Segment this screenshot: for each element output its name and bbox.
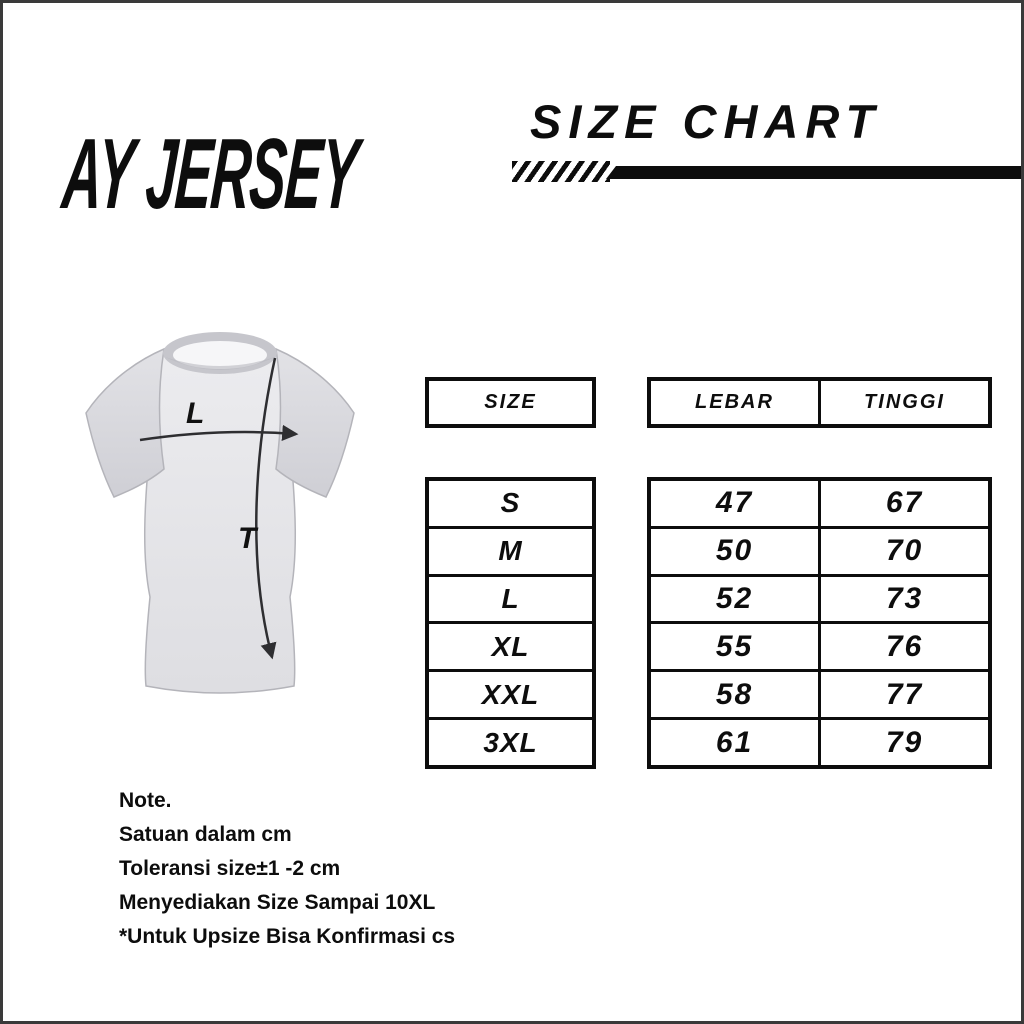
lebar-value: 55 xyxy=(651,624,821,670)
stripe-hatch-decoration xyxy=(512,161,610,182)
size-cell-xl: XL xyxy=(429,624,592,673)
notes-block: Note. Satuan dalam cm Toleransi size±1 -… xyxy=(119,784,455,954)
column-header-size: SIZE xyxy=(484,391,537,413)
size-cell-l: L xyxy=(429,577,592,625)
table-row: 61 79 xyxy=(651,720,988,765)
size-cell-3xl: 3XL xyxy=(483,726,538,758)
note-line-units: Satuan dalam cm xyxy=(119,823,292,846)
table-header-size: SIZE xyxy=(425,377,596,428)
tinggi-value: 77 xyxy=(885,677,924,711)
note-line-tolerance: Toleransi size±1 -2 cm xyxy=(119,857,341,880)
shirt-torso xyxy=(143,341,297,694)
column-header-tinggi: TINGGI xyxy=(864,391,945,413)
table-header-measurements: LEBAR TINGGI xyxy=(647,377,992,428)
note-line-max-size: Menyediakan Size Sampai 10XL xyxy=(119,891,436,914)
size-cell-s: S xyxy=(429,481,592,529)
tinggi-value: 79 xyxy=(885,725,924,759)
lebar-value: 47 xyxy=(651,481,821,526)
shirt-right-sleeve xyxy=(275,347,355,498)
brand-name-text: AY JERSEY xyxy=(59,118,361,230)
note-line-upsize: *Untuk Upsize Bisa Konfirmasi cs xyxy=(119,925,456,948)
height-arrow-label: T xyxy=(238,522,259,555)
size-column-table: S M L XL XXL 3XL xyxy=(425,477,596,769)
lebar-value: 50 xyxy=(651,528,821,574)
width-arrow-label: L xyxy=(186,397,204,430)
table-row: 58 77 xyxy=(651,672,988,721)
shirt-collar-inner xyxy=(173,341,267,369)
size-cell-xxl: XXL xyxy=(429,672,592,721)
table-row: 47 67 xyxy=(651,481,988,529)
table-row: 55 76 xyxy=(651,624,988,673)
column-header-lebar-cell: LEBAR xyxy=(651,381,821,424)
lebar-value: 58 xyxy=(651,672,821,718)
page-title: SIZE CHART xyxy=(530,95,882,148)
height-arrow xyxy=(255,357,277,660)
tinggi-value: 73 xyxy=(885,582,924,616)
column-header-tinggi-cell: TINGGI xyxy=(821,381,988,424)
shirt-left-sleeve xyxy=(85,347,165,498)
table-row: 52 73 xyxy=(651,576,988,625)
size-cell-m: M xyxy=(429,529,592,577)
table-row: 50 70 xyxy=(651,528,988,577)
lebar-value: 61 xyxy=(651,720,821,765)
tshirt-illustration: L T xyxy=(85,332,355,694)
stripe-bar-decoration xyxy=(606,166,1021,179)
lebar-value: 52 xyxy=(651,576,821,622)
column-header-lebar: LEBAR xyxy=(695,391,774,413)
shirt-collar-shading xyxy=(165,357,275,370)
tinggi-value: 70 xyxy=(885,534,924,568)
width-arrow xyxy=(139,424,299,442)
notes-heading: Note. xyxy=(119,789,172,812)
tinggi-value: 67 xyxy=(885,486,924,520)
tinggi-value: 76 xyxy=(885,629,924,663)
measurements-table: 47 67 50 70 52 73 55 76 58 77 61 79 xyxy=(647,477,992,769)
